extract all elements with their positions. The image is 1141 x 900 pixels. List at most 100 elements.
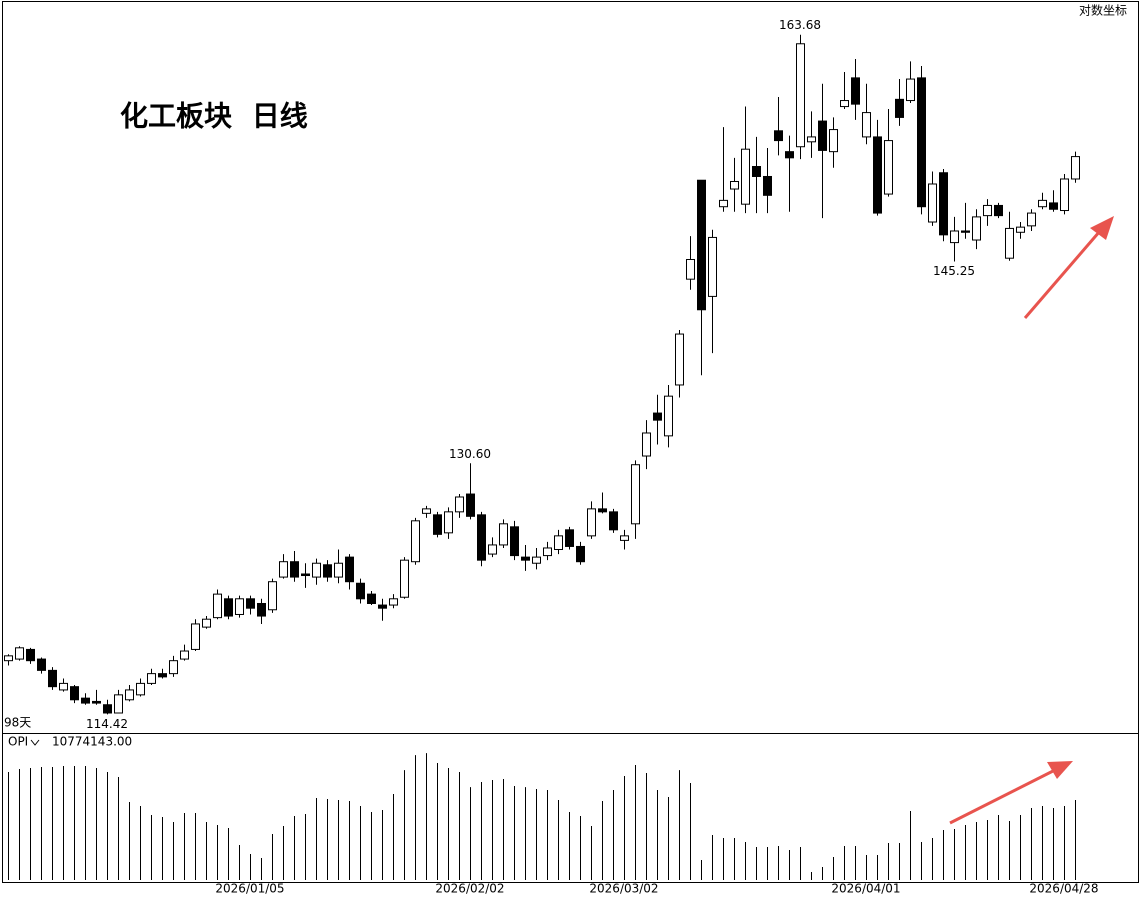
candle-body bbox=[4, 655, 13, 662]
candle-body bbox=[422, 508, 431, 514]
candle-body bbox=[180, 650, 189, 660]
candle-body bbox=[290, 561, 299, 578]
candle-body bbox=[895, 98, 904, 118]
indicator-value: 10774143.00 bbox=[52, 735, 132, 749]
candle-body bbox=[994, 204, 1003, 217]
candle-body bbox=[807, 136, 816, 143]
candle-body bbox=[367, 593, 376, 604]
candle-body bbox=[26, 648, 35, 662]
candle-body bbox=[917, 77, 926, 208]
candle-body bbox=[785, 151, 794, 159]
candle-body bbox=[202, 618, 211, 628]
x-tick-label: 2026/01/05 bbox=[215, 882, 284, 896]
x-tick-label: 2026/04/01 bbox=[831, 882, 900, 896]
candle-body bbox=[1005, 227, 1014, 259]
extreme-label: 130.60 bbox=[449, 447, 491, 461]
candle-body bbox=[906, 78, 915, 102]
candle-body bbox=[92, 700, 101, 704]
candle-body bbox=[983, 204, 992, 217]
candle-body bbox=[235, 598, 244, 615]
indicator-name[interactable]: OPI bbox=[8, 735, 28, 749]
candle-body bbox=[191, 623, 200, 650]
candle-body bbox=[301, 573, 310, 577]
candle-body bbox=[312, 562, 321, 578]
candle-body bbox=[488, 544, 497, 555]
chart-title: 化工板块 日线 bbox=[120, 100, 308, 133]
candle-body bbox=[741, 148, 750, 205]
arrow bbox=[1023, 216, 1114, 319]
candle-body bbox=[950, 230, 959, 244]
candle-body bbox=[279, 561, 288, 578]
arrow bbox=[949, 761, 1073, 825]
candle-body bbox=[675, 333, 684, 386]
candle-body bbox=[697, 179, 706, 311]
candle-body bbox=[609, 511, 618, 531]
candle-body bbox=[763, 175, 772, 196]
candle-body bbox=[1049, 202, 1058, 210]
candle-body bbox=[543, 547, 552, 557]
candle-body bbox=[829, 129, 838, 153]
candle-body bbox=[411, 520, 420, 563]
candle-body bbox=[598, 508, 607, 513]
candle-body bbox=[444, 511, 453, 534]
candle-body bbox=[169, 660, 178, 675]
candle-body bbox=[103, 704, 112, 714]
candle-body bbox=[334, 562, 343, 578]
candle-body bbox=[48, 669, 57, 688]
candle-body bbox=[59, 682, 68, 691]
candle-body bbox=[213, 593, 222, 619]
candle-body bbox=[510, 526, 519, 557]
candle-body bbox=[532, 556, 541, 564]
candle-body bbox=[961, 230, 970, 233]
candle-body bbox=[37, 658, 46, 671]
candle-body bbox=[400, 559, 409, 598]
candle-body bbox=[433, 514, 442, 535]
candle-body bbox=[323, 564, 332, 578]
candle-body bbox=[466, 493, 475, 517]
extreme-label: 114.42 bbox=[86, 717, 128, 731]
candle-body bbox=[796, 43, 805, 148]
candle-body bbox=[455, 496, 464, 513]
candle-body bbox=[477, 514, 486, 561]
candle-body bbox=[136, 682, 145, 696]
candle-body bbox=[972, 216, 981, 241]
candle-body bbox=[378, 604, 387, 609]
candle-body bbox=[389, 598, 398, 606]
candle-body bbox=[664, 395, 673, 437]
scale-label[interactable]: 对数坐标 bbox=[1079, 3, 1127, 18]
x-tick-label: 2026/04/28 bbox=[1029, 882, 1098, 896]
candle-body bbox=[587, 508, 596, 537]
candle-body bbox=[158, 673, 167, 678]
frame bbox=[2, 1, 1139, 883]
candle-body bbox=[147, 673, 156, 684]
candle-body bbox=[708, 236, 717, 297]
period-label: 98天 bbox=[4, 716, 31, 730]
candle-body bbox=[70, 686, 79, 701]
candle-body bbox=[862, 112, 871, 138]
candle-body bbox=[818, 120, 827, 151]
candle-body bbox=[686, 258, 695, 280]
candle-body bbox=[554, 535, 563, 550]
candle-body bbox=[125, 689, 134, 701]
indicator-dropdown[interactable] bbox=[30, 739, 40, 746]
candle-body bbox=[928, 183, 937, 223]
candle-body bbox=[873, 136, 882, 214]
x-tick-label: 2026/02/02 bbox=[435, 882, 504, 896]
candle-body bbox=[1060, 178, 1069, 212]
candle-body bbox=[1038, 199, 1047, 208]
candle-body bbox=[345, 556, 354, 583]
candle-body bbox=[246, 598, 255, 609]
candle-body bbox=[499, 523, 508, 546]
candle-body bbox=[15, 647, 24, 660]
candle-body bbox=[81, 697, 90, 704]
candle-body bbox=[356, 582, 365, 600]
candle-body bbox=[257, 602, 266, 617]
extreme-label: 163.68 bbox=[779, 18, 821, 32]
candle-body bbox=[884, 140, 893, 195]
candle-body bbox=[114, 694, 123, 714]
candle-body bbox=[631, 464, 640, 525]
candle-body bbox=[268, 581, 277, 611]
candle-body bbox=[730, 180, 739, 190]
candle-body bbox=[719, 199, 728, 208]
